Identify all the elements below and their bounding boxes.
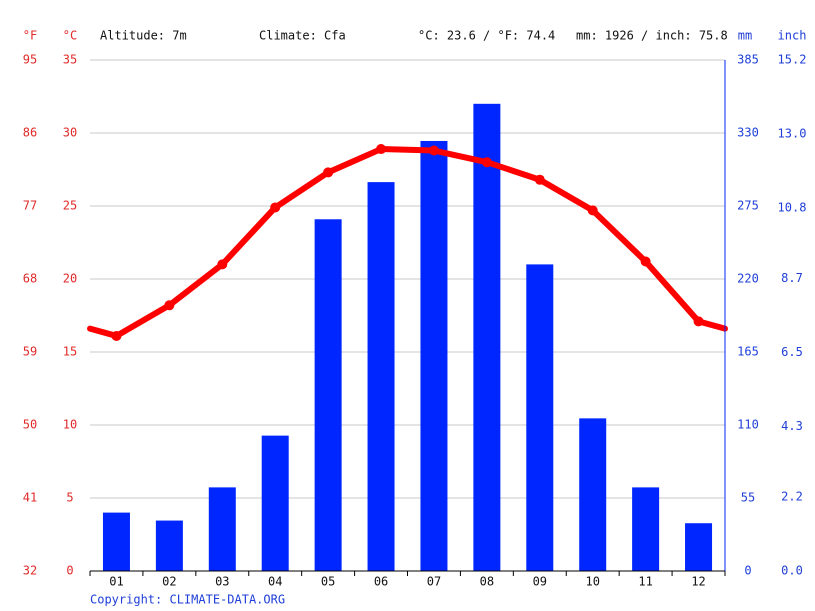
temp-point [270, 202, 281, 213]
y-tick-label-c: 25 [63, 199, 77, 213]
y-tick-label-c: 5 [66, 491, 73, 505]
y-tick-label-f: 95 [23, 53, 37, 67]
precip-bar [526, 264, 554, 571]
precip-bar [261, 435, 289, 571]
temp-line [114, 146, 701, 339]
precip-bar [685, 523, 713, 571]
precip-bar [632, 487, 660, 571]
temp-point [428, 145, 439, 156]
y2-tick-label: 385 [737, 53, 759, 67]
precip-bar [420, 140, 448, 572]
x-tick-label: 12 [691, 575, 705, 589]
x-tick-label: 07 [427, 575, 441, 589]
y2-tick-label: 165 [737, 345, 759, 359]
x-tick-label: 02 [162, 575, 176, 589]
y-tick-label-c: 0 [66, 564, 73, 578]
y-tick-label-c: 35 [63, 53, 77, 67]
x-tick-label: 08 [480, 575, 494, 589]
temp-point [164, 300, 175, 311]
y3-tick-label: 8.7 [781, 271, 803, 285]
y-tick-label-f: 86 [23, 126, 37, 140]
temp-point [217, 259, 228, 270]
precip-total: mm: 1926 / inch: 75.8 [576, 29, 728, 43]
precip-bar [473, 103, 501, 572]
copyright: Copyright: CLIMATE-DATA.ORG [90, 593, 285, 607]
temp-point [640, 256, 651, 267]
temp-point [693, 316, 704, 327]
precip-bar [102, 512, 130, 571]
y-tick-label-c: 20 [63, 272, 77, 286]
x-tick-label: 01 [109, 575, 123, 589]
x-tick-label: 10 [585, 575, 599, 589]
mm-unit: mm [738, 29, 752, 43]
y2-tick-label: 110 [737, 418, 759, 432]
y-tick-label-f: 32 [23, 564, 37, 578]
temp-point [587, 205, 598, 216]
y2-tick-label: 220 [737, 272, 759, 286]
x-tick-label: 06 [374, 575, 388, 589]
precip-bar [314, 219, 342, 572]
y3-tick-label: 0.0 [781, 564, 803, 578]
y-tick-label-c: 10 [63, 418, 77, 432]
marks [87, 103, 728, 572]
y2-tick-label: 0 [744, 564, 751, 578]
y3-tick-label: 4.3 [781, 419, 803, 433]
temp-point [534, 174, 545, 185]
y2-tick-label: 330 [737, 126, 759, 140]
y2-tick-label: 55 [741, 491, 755, 505]
f-unit: °F [23, 29, 37, 43]
y-tick-label-f: 68 [23, 272, 37, 286]
y-tick-label-f: 59 [23, 345, 37, 359]
x-tick-label: 09 [533, 575, 547, 589]
x-tick-label: 05 [321, 575, 335, 589]
precip-bar [367, 182, 395, 572]
temp-average: °C: 23.6 / °F: 74.4 [418, 29, 555, 43]
y3-tick-label: 2.2 [781, 490, 803, 504]
y3-tick-label: 13.0 [778, 126, 807, 140]
y-tick-label-f: 77 [23, 199, 37, 213]
temp-point [376, 144, 387, 155]
c-unit: °C [63, 29, 77, 43]
inch-unit: inch [778, 29, 807, 43]
y-tick-label-c: 15 [63, 345, 77, 359]
x-tick-label: 11 [638, 575, 652, 589]
y2-tick-label: 275 [737, 199, 759, 213]
precip-bar [208, 487, 236, 571]
grid [90, 59, 725, 499]
temp-point [481, 157, 492, 168]
temp-point [323, 167, 334, 178]
y-tick-label-f: 50 [23, 418, 37, 432]
altitude: Altitude: 7m [100, 29, 187, 43]
temp-point [111, 330, 122, 341]
y-tick-label-c: 30 [63, 126, 77, 140]
y-tick-label-f: 41 [23, 491, 37, 505]
x-tick-label: 03 [215, 575, 229, 589]
precip-bar [155, 520, 183, 571]
precip-bar [579, 418, 607, 571]
x-tick-label: 04 [268, 575, 282, 589]
y3-tick-label: 15.2 [778, 53, 807, 67]
y3-tick-label: 6.5 [781, 345, 803, 359]
y3-tick-label: 10.8 [778, 200, 807, 214]
climate: Climate: Cfa [259, 29, 346, 43]
